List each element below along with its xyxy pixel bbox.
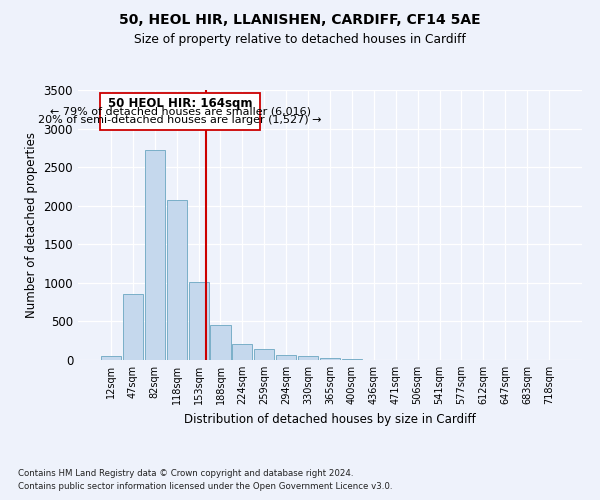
- Bar: [123, 294, 143, 360]
- Text: Contains public sector information licensed under the Open Government Licence v3: Contains public sector information licen…: [18, 482, 392, 491]
- Bar: [101, 356, 121, 360]
- Text: 50 HEOL HIR: 164sqm: 50 HEOL HIR: 164sqm: [108, 97, 253, 110]
- Bar: [211, 326, 230, 360]
- Bar: [188, 282, 209, 360]
- Text: Size of property relative to detached houses in Cardiff: Size of property relative to detached ho…: [134, 32, 466, 46]
- X-axis label: Distribution of detached houses by size in Cardiff: Distribution of detached houses by size …: [184, 412, 476, 426]
- Bar: [276, 354, 296, 360]
- Bar: [342, 359, 362, 360]
- Text: ← 79% of detached houses are smaller (6,016): ← 79% of detached houses are smaller (6,…: [50, 106, 311, 116]
- Bar: [320, 358, 340, 360]
- Bar: [254, 349, 274, 360]
- Text: 50, HEOL HIR, LLANISHEN, CARDIFF, CF14 5AE: 50, HEOL HIR, LLANISHEN, CARDIFF, CF14 5…: [119, 12, 481, 26]
- Text: Contains HM Land Registry data © Crown copyright and database right 2024.: Contains HM Land Registry data © Crown c…: [18, 468, 353, 477]
- Bar: [167, 200, 187, 360]
- Y-axis label: Number of detached properties: Number of detached properties: [25, 132, 38, 318]
- Text: 20% of semi-detached houses are larger (1,527) →: 20% of semi-detached houses are larger (…: [38, 115, 322, 125]
- Bar: [145, 150, 165, 360]
- Bar: [232, 344, 253, 360]
- FancyBboxPatch shape: [100, 93, 260, 130]
- Bar: [298, 356, 318, 360]
